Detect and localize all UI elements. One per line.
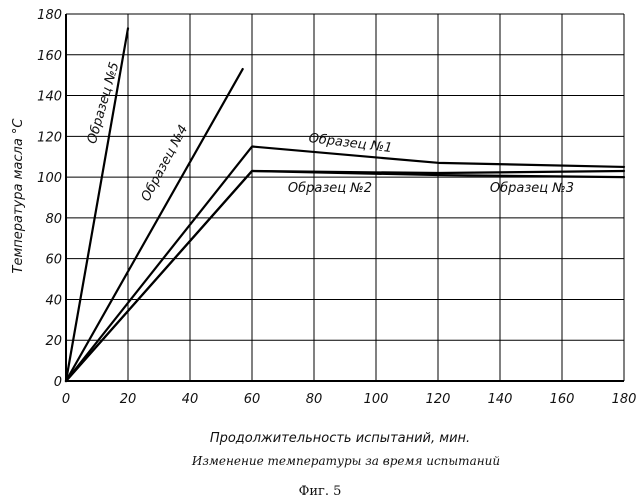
x-axis-label: Продолжительность испытаний, мин. [210, 431, 470, 446]
series-line-3 [64, 169, 626, 383]
chart-caption: Изменение температуры за время испытаний [191, 454, 500, 468]
y-tick-label: 40 [45, 293, 62, 308]
x-tick-label: 80 [306, 392, 323, 407]
series-line-4 [64, 67, 244, 383]
x-tick-label: 160 [550, 392, 575, 407]
figure-label: Фиг. 5 [299, 484, 342, 499]
series-line-1 [64, 145, 626, 383]
y-tick-label: 180 [37, 8, 62, 23]
series-lines [64, 27, 626, 383]
y-tick-label: 60 [45, 253, 62, 268]
series-label-2: Образец №2 [288, 181, 372, 196]
x-tick-label: 40 [182, 392, 199, 407]
y-tick-labels: 0 20 40 60 80 100 120 140 160 180 [37, 8, 62, 390]
series-label-5: Образец №5 [85, 61, 123, 146]
y-tick-label: 20 [45, 334, 62, 349]
x-tick-label: 120 [426, 392, 451, 407]
series-label-3: Образец №3 [490, 181, 574, 196]
grid [65, 13, 625, 382]
series-label-4: Образец №4 [139, 123, 192, 204]
y-tick-label: 0 [54, 375, 62, 390]
series-line-5 [64, 27, 130, 383]
y-tick-label: 140 [37, 90, 62, 105]
x-tick-label: 180 [612, 392, 637, 407]
y-tick-label: 120 [37, 130, 62, 145]
x-tick-label: 100 [364, 392, 389, 407]
x-tick-label: 60 [244, 392, 261, 407]
x-tick-label: 0 [62, 392, 70, 407]
y-axis-label: Температура масла °С [11, 118, 26, 274]
y-tick-label: 80 [45, 212, 62, 227]
x-tick-label: 140 [488, 392, 513, 407]
y-tick-label: 100 [37, 171, 62, 186]
x-tick-label: 20 [120, 392, 137, 407]
y-tick-label: 160 [37, 49, 62, 64]
x-tick-labels: 0 20 40 60 80 100 120 140 160 180 [62, 392, 637, 407]
